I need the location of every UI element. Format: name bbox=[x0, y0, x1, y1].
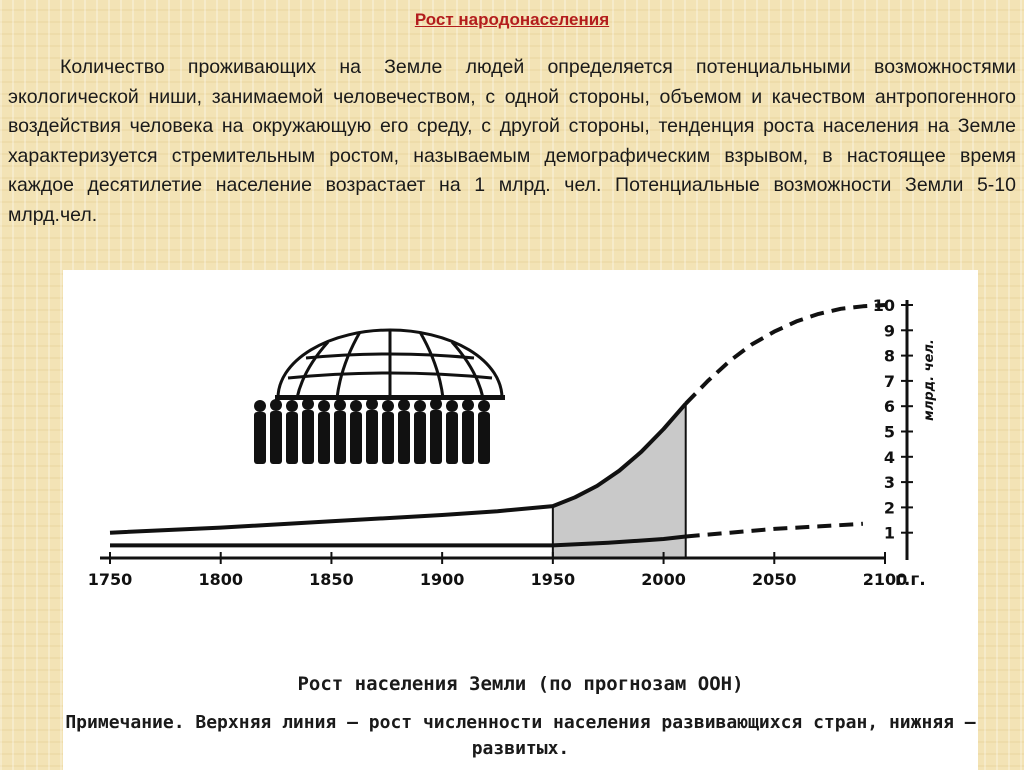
x-axis-label: г.г. bbox=[895, 570, 926, 590]
intro-paragraph: Количество проживающих на Земле людей оп… bbox=[8, 56, 1016, 226]
y-tick-label: 7 bbox=[884, 372, 895, 391]
series-line-4 bbox=[685, 521, 864, 539]
y-tick-label: 5 bbox=[884, 423, 895, 442]
x-tick-label: 1900 bbox=[420, 570, 465, 589]
slide-title: Рост народонаселения bbox=[414, 10, 610, 29]
chart-note: Примечание. Верхняя линия — рост численн… bbox=[65, 712, 976, 759]
x-tick-label: 1800 bbox=[198, 570, 243, 589]
series-line-1 bbox=[109, 402, 688, 535]
y-tick-label: 9 bbox=[884, 321, 895, 340]
y-tick-label: 2 bbox=[884, 498, 895, 517]
globe-people-icon bbox=[254, 328, 505, 464]
y-axis-label: млрд. чел. bbox=[922, 339, 937, 421]
x-tick-label: 2050 bbox=[752, 570, 797, 589]
y-tick-label: 4 bbox=[884, 448, 895, 467]
x-tick-label: 1850 bbox=[309, 570, 354, 589]
x-tick-label: 2100 bbox=[863, 570, 908, 589]
y-tick-label: 1 bbox=[884, 524, 895, 543]
x-tick-label: 1750 bbox=[88, 570, 133, 589]
population-figure: 1750 1800 1850 1900 1950 2000 2050 2100 1 2 3 4 5 6 7 8… bbox=[63, 270, 978, 770]
series-line-3 bbox=[110, 534, 686, 548]
y-tick-label: 10 bbox=[873, 296, 895, 315]
x-tick-label: 2000 bbox=[641, 570, 686, 589]
y-tick-label: 8 bbox=[884, 347, 895, 366]
y-tick-label: 3 bbox=[884, 473, 895, 492]
y-tick-label: 6 bbox=[884, 397, 895, 416]
population-chart: 1750 1800 1850 1900 1950 2000 2050 2100 1 2 3 4 5 6 7 8… bbox=[88, 296, 937, 590]
x-tick-label: 1950 bbox=[531, 570, 576, 589]
series-line-2 bbox=[684, 303, 886, 406]
chart-title: Рост населения Земли (по прогнозам ООН) bbox=[297, 673, 744, 695]
